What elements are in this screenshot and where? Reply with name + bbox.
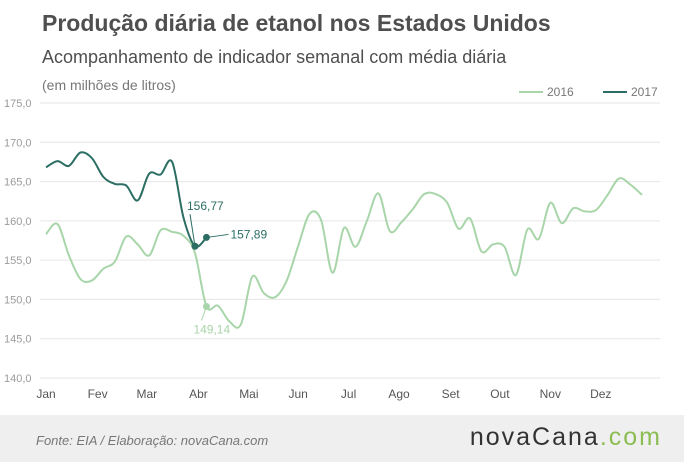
footer-bar bbox=[0, 415, 684, 462]
x-tick-label: Mai bbox=[239, 387, 258, 401]
y-tick-label: 170,0 bbox=[4, 137, 32, 149]
legend-label: 2016 bbox=[547, 85, 574, 99]
y-tick-label: 145,0 bbox=[4, 334, 32, 346]
x-tick-label: Jan bbox=[36, 387, 55, 401]
series-lines bbox=[45, 151, 643, 329]
legend: 2016 2017 bbox=[519, 85, 658, 99]
annotation-leader bbox=[189, 214, 196, 247]
x-tick-label: Jul bbox=[341, 387, 356, 401]
y-tick-label: 175,0 bbox=[4, 98, 32, 110]
x-tick-label: Out bbox=[490, 387, 510, 401]
x-tick-label: Fev bbox=[88, 387, 108, 401]
logo-main: novaCana bbox=[469, 423, 600, 451]
annotation-leader bbox=[206, 233, 229, 238]
y-tick-label: 140,0 bbox=[4, 373, 32, 385]
y-tick-label: 165,0 bbox=[4, 177, 32, 189]
y-axis-ticks: 140,0 145,0 150,0 155,0 160,0 165,0 170,0 175,0 bbox=[4, 98, 32, 385]
x-tick-label: Nov bbox=[540, 387, 561, 401]
chart-title: Produção diária de etanol nos Estados Un… bbox=[42, 10, 551, 36]
data-point-marker bbox=[191, 242, 199, 250]
data-label: 149,14 bbox=[193, 323, 230, 337]
x-tick-label: Set bbox=[442, 387, 461, 401]
line-chart: 140,0 145,0 150,0 155,0 160,0 165,0 170,0 175,0… bbox=[4, 85, 660, 401]
logo-suffix: com bbox=[608, 423, 662, 451]
gridlines bbox=[40, 102, 660, 379]
series-line-2017 bbox=[45, 151, 208, 248]
x-tick-label: Jun bbox=[288, 387, 307, 401]
brand-logo: novaCana.com bbox=[470, 423, 662, 452]
x-tick-label: Ago bbox=[388, 387, 410, 401]
x-axis-ticks: Jan Fev Mar Abr Mai Jun Jul Ago Set Out Nov Dez bbox=[36, 387, 611, 401]
data-label: 157,89 bbox=[230, 227, 267, 241]
x-tick-label: Abr bbox=[189, 387, 208, 401]
x-tick-label: Dez bbox=[590, 387, 611, 401]
annotations: 156,77 157,89 149,14 bbox=[187, 199, 267, 336]
x-tick-label: Mar bbox=[137, 387, 158, 401]
chart-subtitle: Acompanhamento de indicador semanal com … bbox=[42, 47, 507, 67]
y-tick-label: 160,0 bbox=[4, 216, 32, 228]
data-point-marker bbox=[202, 233, 210, 241]
y-tick-label: 155,0 bbox=[4, 255, 32, 267]
legend-label: 2017 bbox=[631, 85, 658, 99]
y-tick-label: 150,0 bbox=[4, 294, 32, 306]
unit-label: (em milhões de litros) bbox=[42, 77, 176, 93]
source-note: Fonte: EIA / Elaboração: novaCana.com bbox=[36, 433, 269, 448]
data-point-marker bbox=[202, 303, 210, 310]
logo-dot: . bbox=[599, 423, 609, 451]
series-line-2016 bbox=[45, 177, 643, 329]
data-label: 156,77 bbox=[187, 199, 224, 213]
